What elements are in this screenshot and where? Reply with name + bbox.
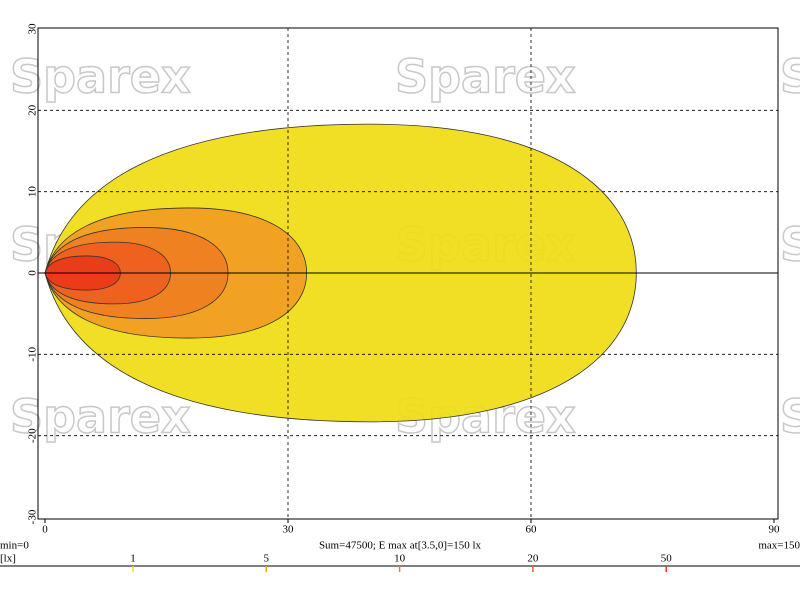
x-tick-label: 30 [283, 524, 295, 536]
y-tick-label: -20 [27, 428, 39, 443]
unit-label: [lx] [0, 553, 16, 565]
y-tick-label: -10 [27, 347, 39, 362]
watermark: Sparex [10, 50, 191, 104]
y-tick-label: 30 [27, 23, 39, 35]
y-tick-label: 0 [27, 270, 39, 276]
x-tick-label: 0 [42, 524, 48, 536]
y-tick-label: 10 [27, 186, 39, 198]
scale-tick-label: 50 [661, 553, 673, 565]
scale-tick-label: 1 [130, 553, 136, 565]
min-label: min=0 [0, 540, 29, 552]
max-label: max=150 [758, 540, 800, 552]
scale-tick-label: 20 [527, 553, 539, 565]
y-tick-label: -30 [27, 509, 39, 524]
summary: Sum=47500; E max at[3.5,0]=150 lx [319, 540, 482, 552]
x-tick-label: 60 [526, 524, 538, 536]
scale-tick-label: 5 [264, 553, 270, 565]
watermark: Sparex [10, 390, 191, 444]
watermark: Sparex [780, 218, 800, 272]
watermark: Sparex [395, 50, 576, 104]
y-tick-label: 20 [27, 104, 39, 116]
watermark: Sparex [780, 390, 800, 444]
x-tick-label: 90 [769, 524, 781, 536]
watermark: Sparex [780, 50, 800, 104]
scale-tick-label: 10 [394, 553, 406, 565]
